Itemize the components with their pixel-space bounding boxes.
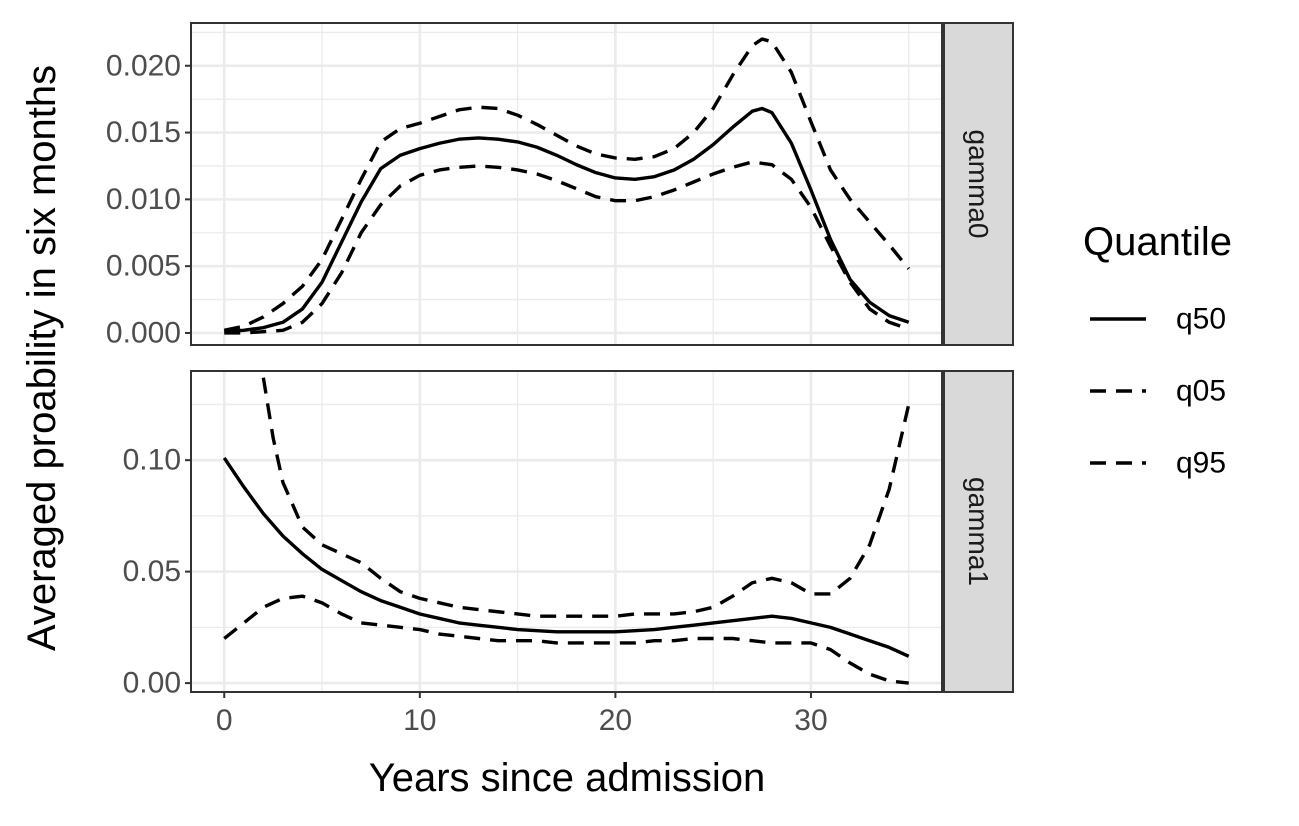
series-line-q95: [223, 37, 911, 332]
x-axis-title: Years since admission: [369, 756, 766, 800]
legend: Quantile q50 q05 q95: [1083, 220, 1232, 480]
x-tick-label: 10: [403, 704, 436, 737]
y-tick-label: 0.015: [106, 116, 181, 149]
series-line-q05: [224, 160, 910, 335]
y-tick-label: 0.020: [106, 49, 181, 82]
y-tick-label: 0.05: [123, 555, 181, 588]
series-line-q95: [261, 377, 911, 618]
legend-label-q50: q50: [1176, 303, 1226, 336]
series-line-q50: [224, 106, 910, 334]
panel-border: [190, 370, 943, 693]
panel-background: [191, 371, 942, 692]
y-tick-label: 0.005: [106, 250, 181, 283]
x-tick-label: 0: [216, 704, 233, 737]
facet-strip: [943, 370, 1014, 693]
facet-strip: [943, 22, 1014, 346]
legend-title: Quantile: [1083, 220, 1232, 264]
y-tick-label: 0.10: [123, 444, 181, 477]
facet-strip-label: gamma1: [963, 477, 994, 586]
y-axis-title: Averaged proability in six months: [20, 65, 64, 651]
y-tick-label: 0.000: [106, 316, 181, 349]
series-line-q05: [223, 594, 909, 685]
x-tick-label: 20: [599, 704, 632, 737]
facet-strip-label: gamma0: [963, 130, 994, 239]
panel-gamma0: gamma0 0.000 0.005 0.010 0.015 0.020: [106, 22, 1014, 349]
y-tick-label: 0.010: [106, 183, 181, 216]
series-line-q50: [222, 456, 910, 658]
legend-label-q95: q95: [1176, 447, 1226, 480]
x-tick-label: 30: [794, 704, 827, 737]
y-tick-label: 0.00: [123, 667, 181, 700]
legend-label-q05: q05: [1176, 375, 1226, 408]
panel-border: [190, 22, 943, 346]
panel-gamma1: gamma1 0.00 0.05 0.10 0 10 20 30: [123, 370, 1014, 737]
